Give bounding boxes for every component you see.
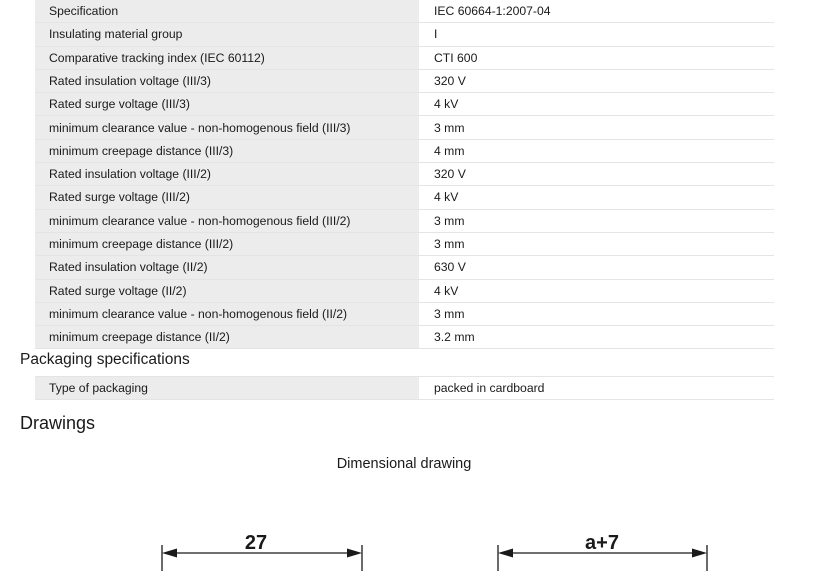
table-row: Comparative tracking index (IEC 60112) CT… <box>35 46 774 70</box>
table-row: minimum clearance value - non-homogenous… <box>35 209 774 233</box>
spec-label: minimum creepage distance (III/3) <box>35 139 419 164</box>
table-row: minimum creepage distance (III/2) 3 mm <box>35 232 774 257</box>
specification-table: Specification IEC 60664-1:2007-04 Insulat… <box>35 0 774 350</box>
arrowhead-right-icon <box>692 548 707 558</box>
table-row: Specification IEC 60664-1:2007-04 <box>35 0 774 24</box>
spec-value: IEC 60664-1:2007-04 <box>419 0 774 24</box>
table-row: minimum clearance value - non-homogenous… <box>35 302 774 327</box>
spec-value: 4 kV <box>419 185 774 210</box>
dimension-label: 27 <box>245 532 267 554</box>
arrowhead-left-icon <box>498 548 513 558</box>
table-row: Rated insulation voltage (II/2) 630 V <box>35 255 774 280</box>
table-row: minimum clearance value - non-homogenous… <box>35 115 774 140</box>
arrowhead-right-icon <box>347 548 362 558</box>
spec-label: Rated insulation voltage (III/2) <box>35 162 419 187</box>
spec-value: I <box>419 22 774 47</box>
spec-value: 320 V <box>419 69 774 94</box>
spec-label: Rated insulation voltage (II/2) <box>35 255 419 280</box>
drawings-heading: Drawings <box>20 413 96 433</box>
table-row: Rated insulation voltage (III/2) 320 V <box>35 162 774 187</box>
spec-value: 320 V <box>419 162 774 187</box>
spec-label: Rated surge voltage (III/3) <box>35 92 419 117</box>
spec-value: 4 kV <box>419 92 774 117</box>
table-row: Insulating material group I <box>35 22 774 47</box>
spec-label: minimum creepage distance (II/2) <box>35 325 419 350</box>
dimension-27: 27 <box>161 532 363 571</box>
spec-label: Insulating material group <box>35 22 419 47</box>
table-row: minimum creepage distance (III/3) 4 mm <box>35 139 774 164</box>
spec-value: 3 mm <box>419 115 774 140</box>
spec-value: 4 kV <box>419 279 774 303</box>
spec-label: Comparative tracking index (IEC 60112) <box>35 46 419 70</box>
spec-value: 3 mm <box>419 232 774 257</box>
table-row: Type of packaging packed in cardboard <box>35 375 774 401</box>
spec-value: 3 mm <box>419 209 774 233</box>
spec-value: 3 mm <box>419 302 774 327</box>
table-row: Rated surge voltage (III/2) 4 kV <box>35 185 774 210</box>
spec-value: 3.2 mm <box>419 325 774 350</box>
spec-value: CTI 600 <box>419 46 774 70</box>
spec-value: 630 V <box>419 255 774 280</box>
spec-label: minimum clearance value - non-homogenous… <box>35 115 419 140</box>
dimension-a-plus-7: a+7 <box>497 532 708 571</box>
spec-value: 4 mm <box>419 139 774 164</box>
table-row: Rated surge voltage (III/3) 4 kV <box>35 92 774 117</box>
spec-label: minimum clearance value - non-homogenous… <box>35 209 419 233</box>
spec-label: Rated surge voltage (II/2) <box>35 279 419 303</box>
table-row: minimum creepage distance (II/2) 3.2 mm <box>35 325 774 350</box>
drawing-caption: Dimensional drawing <box>336 456 472 472</box>
spec-label: Specification <box>35 0 419 24</box>
table-row: Rated surge voltage (II/2) 4 kV <box>35 279 774 303</box>
packaging-label: Type of packaging <box>35 375 419 401</box>
spec-label: minimum creepage distance (III/2) <box>35 232 419 257</box>
spec-label: Rated insulation voltage (III/3) <box>35 69 419 94</box>
packaging-value: packed in cardboard <box>419 375 774 401</box>
packaging-heading: Packaging specifications <box>20 351 190 368</box>
packaging-table: Type of packaging packed in cardboard <box>35 375 774 401</box>
dimension-label: a+7 <box>585 532 619 554</box>
table-row: Rated insulation voltage (III/3) 320 V <box>35 69 774 94</box>
spec-label: Rated surge voltage (III/2) <box>35 185 419 210</box>
spec-label: minimum clearance value - non-homogenous… <box>35 302 419 327</box>
arrowhead-left-icon <box>162 548 177 558</box>
